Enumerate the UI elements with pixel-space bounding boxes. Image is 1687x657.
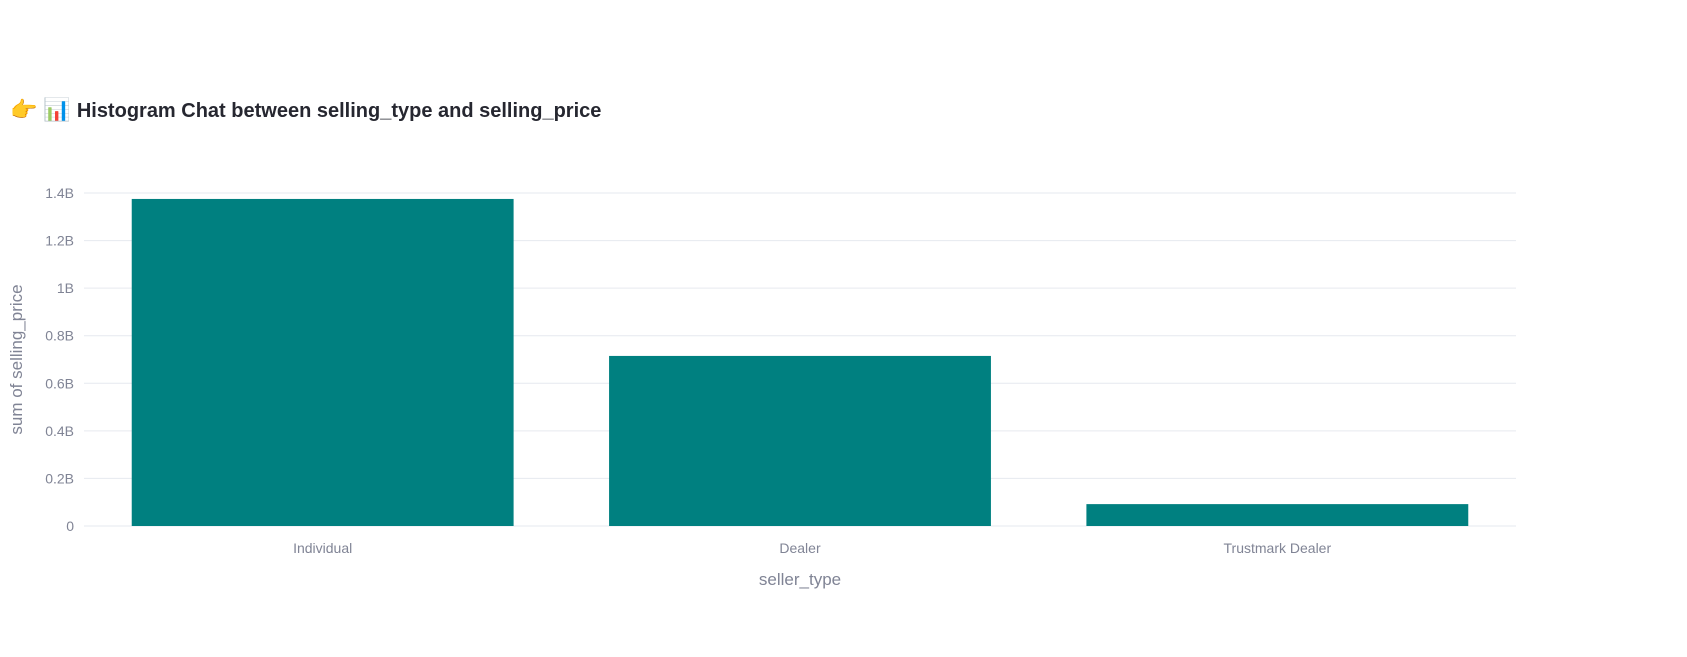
y-tick-label: 1B — [57, 280, 74, 296]
bar-chart[interactable]: 0 0.2B 0.4B 0.6B 0.8B 1B 1.2B 1.4B Individual Dea… — [0, 170, 1687, 652]
pointing-hand-icon: 👉 — [10, 98, 38, 123]
bar-trustmark-dealer[interactable] — [1086, 504, 1469, 526]
x-tick-label: Dealer — [779, 540, 821, 556]
bar-chart-icon: 📊 — [43, 98, 71, 123]
page-title: Histogram Chat between selling_type and … — [76, 100, 602, 122]
x-tick-label: Trustmark Dealer — [1224, 540, 1332, 556]
y-axis-title: sum of selling_price — [7, 284, 26, 434]
y-tick-label: 1.2B — [45, 233, 74, 249]
y-tick-label: 0 — [66, 518, 74, 534]
x-tick-label: Individual — [293, 540, 352, 556]
chart-header: 👉 📊 Histogram Chat between selling_type … — [10, 96, 601, 126]
bar-dealer[interactable] — [609, 355, 991, 526]
bar-individual[interactable] — [131, 198, 514, 527]
y-tick-label: 0.4B — [45, 423, 74, 439]
x-axis-title: seller_type — [759, 570, 841, 589]
y-tick-label: 0.6B — [45, 375, 74, 391]
y-tick-label: 0.8B — [45, 328, 74, 344]
y-tick-label: 0.2B — [45, 470, 74, 486]
chart-container[interactable]: 0 0.2B 0.4B 0.6B 0.8B 1B 1.2B 1.4B Individual Dea… — [0, 170, 1687, 652]
y-tick-label: 1.4B — [45, 185, 74, 201]
